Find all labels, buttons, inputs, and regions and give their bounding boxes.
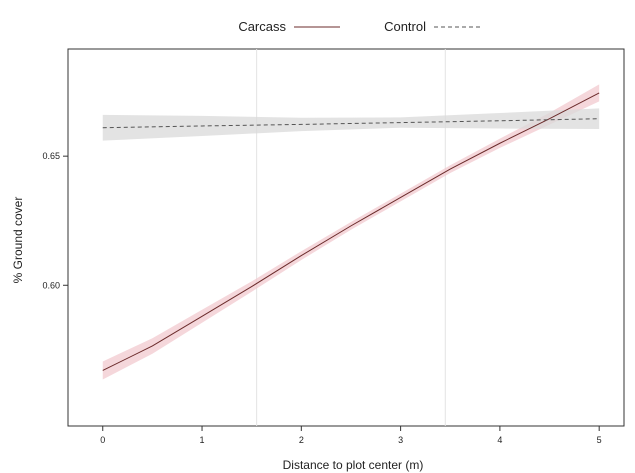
legend-label-carcass: Carcass (238, 19, 286, 34)
legend: Carcass Control (238, 19, 482, 34)
y-tick-label: 0.60 (42, 280, 60, 290)
x-tick-label: 2 (299, 435, 304, 445)
reference-lines (256, 49, 446, 426)
series-line-control (102, 118, 600, 129)
legend-label-control: Control (384, 19, 426, 34)
x-tick-label: 0 (100, 435, 105, 445)
series-line-carcass (102, 92, 600, 371)
plot-frame (67, 48, 625, 427)
x-axis-title: Distance to plot center (m) (283, 458, 424, 472)
y-tick-label: 0.65 (42, 151, 60, 161)
x-tick-label: 5 (597, 435, 602, 445)
y-axis-title: % Ground cover (11, 197, 25, 284)
confidence-band-control (102, 108, 600, 141)
y-axis: 0.60 0.65 (42, 151, 68, 290)
confidence-bands (102, 84, 600, 380)
x-tick-label: 3 (398, 435, 403, 445)
x-tick-label: 4 (497, 435, 502, 445)
x-tick-label: 1 (200, 435, 205, 445)
confidence-band-carcass (102, 84, 600, 380)
series-lines (102, 92, 600, 371)
x-axis: 0 1 2 3 4 5 (100, 426, 602, 445)
